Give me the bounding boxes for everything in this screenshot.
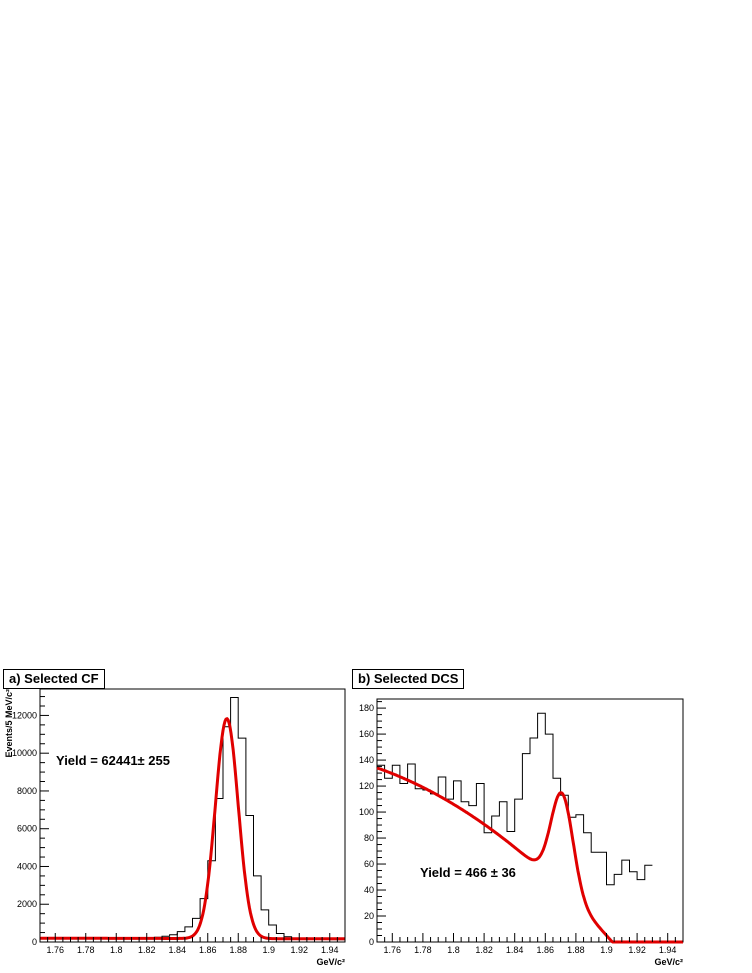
x-tick-label: 1.8 (110, 945, 123, 955)
y-tick-label: 10000 (12, 748, 37, 758)
x-tick-label: 1.8 (447, 945, 460, 955)
x-tick-label: 1.84 (506, 945, 524, 955)
y-tick-label: 40 (364, 885, 374, 895)
panel-b-title: b) Selected DCS (352, 669, 465, 689)
y-tick-label: 12000 (12, 710, 37, 720)
y-tick-label: 20 (364, 911, 374, 921)
histogram-bin (408, 764, 416, 942)
y-tick-label: 8000 (17, 786, 37, 796)
histogram-steps (377, 712, 653, 886)
histogram-bin (223, 727, 231, 942)
histogram-bin (530, 738, 538, 942)
fit-curve (39, 717, 346, 941)
y-tick-label: 140 (359, 755, 374, 765)
y-tick-label: 80 (364, 833, 374, 843)
x-tick-label: 1.82 (138, 945, 156, 955)
y-tick-label: 120 (359, 781, 374, 791)
y-tick-label: 4000 (17, 861, 37, 871)
x-tick-label: 1.78 (77, 945, 95, 955)
x-tick-label: 1.82 (475, 945, 493, 955)
histogram-bin (538, 713, 546, 942)
fit-curve (376, 766, 684, 944)
y-tick-label: 100 (359, 807, 374, 817)
histogram-steps (40, 697, 345, 941)
y-tick-label: 160 (359, 729, 374, 739)
histogram-bin (385, 778, 393, 942)
x-tick-label: 1.84 (168, 945, 186, 955)
histogram-bin (484, 833, 492, 942)
y-tick-label: 2000 (17, 899, 37, 909)
histogram-bin (607, 885, 615, 942)
x-tick-label: 1.86 (537, 945, 555, 955)
x-tick-label: 1.94 (321, 945, 339, 955)
x-tick-label: 1.76 (384, 945, 402, 955)
x-tick-label: 1.78 (414, 945, 432, 955)
histogram-bin (438, 777, 446, 942)
x-tick-label: 1.92 (628, 945, 646, 955)
x-tick-label: 1.88 (567, 945, 585, 955)
yield-annotation: Yield = 62441± 255 (56, 753, 170, 768)
x-tick-label: 1.92 (290, 945, 308, 955)
x-tick-label: 1.76 (46, 945, 64, 955)
x-tick-label: 1.88 (229, 945, 247, 955)
y-tick-label: 0 (369, 937, 374, 947)
panel-a-histogram: 1.76 1.78 1.8 1.82 1.84 1.86 1.88 1.9 1.92 1.94 0 2… (4, 688, 346, 967)
plot-frame (39, 688, 346, 943)
histogram-bin (614, 874, 622, 942)
histogram-bin (622, 860, 630, 942)
y-tick-label: 0 (32, 937, 37, 947)
histogram-bin (377, 765, 385, 942)
x-tick-label: 1.9 (600, 945, 613, 955)
x-tick-label: 1.94 (659, 945, 677, 955)
panel-a-title: a) Selected CF (3, 669, 105, 689)
y-axis-label: Events/5 MeV/c² (4, 689, 14, 758)
histogram-bin (392, 765, 400, 942)
yield-annotation: Yield = 466 ± 36 (420, 865, 516, 880)
y-tick-label: 180 (359, 703, 374, 713)
x-axis-label: GeV/c² (654, 957, 683, 967)
histogram-bin (629, 872, 637, 942)
panel-b-histogram: 1.76 1.78 1.8 1.82 1.84 1.86 1.88 1.9 1.92 1.94 0 2… (359, 698, 684, 967)
histogram-bin (591, 852, 599, 942)
histogram-bin (215, 799, 223, 942)
histogram-bin (185, 927, 193, 942)
histogram-bin (645, 865, 653, 942)
x-tick-label: 1.86 (199, 945, 217, 955)
y-tick-label: 60 (364, 859, 374, 869)
histogram-bin (476, 783, 484, 942)
x-tick-label: 1.9 (262, 945, 275, 955)
y-tick-label: 6000 (17, 824, 37, 834)
histogram-bin (561, 795, 569, 942)
histogram-bin (522, 754, 530, 942)
histogram-bin (400, 783, 408, 942)
histogram-bin (637, 880, 645, 942)
x-axis-label: GeV/c² (316, 957, 345, 967)
histogram-bin (584, 833, 592, 942)
